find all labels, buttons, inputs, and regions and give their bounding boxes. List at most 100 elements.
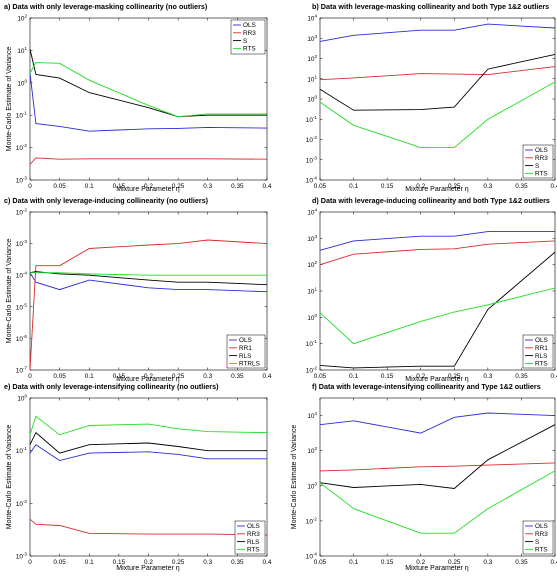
panel-c: c) Data with only leverage-inducing coll…: [4, 196, 272, 383]
chart-title: e) Data with only leverage-intensifying …: [4, 382, 219, 391]
x-tick-label: 0.4: [263, 559, 272, 566]
legend-box: [522, 144, 554, 179]
y-tick-label: 102: [17, 14, 27, 23]
legend-label: OLS: [243, 22, 256, 29]
series-line-s: [319, 53, 556, 111]
y-tick-label: 102: [307, 446, 317, 455]
x-tick-label: 0.2: [416, 373, 425, 380]
y-tick-label: 103: [307, 234, 317, 243]
y-tick-label: 102: [307, 260, 317, 269]
y-tick-label: 10-3: [16, 176, 28, 185]
y-tick-label: 10-7: [16, 366, 28, 375]
y-axis-label: Monte-Carlo Estimate of Variance: [6, 239, 13, 344]
x-tick-label: 0.1: [85, 183, 94, 190]
x-tick-label: 0.35: [515, 183, 528, 190]
series-line-s: [319, 424, 556, 489]
y-axis-label: Monte-Carlo Estimate of Variance: [6, 425, 13, 530]
legend-box: [522, 334, 554, 369]
x-tick-label: 0.1: [349, 559, 358, 566]
y-tick-label: 10-3: [16, 239, 28, 248]
legend-label: RTS: [535, 171, 548, 178]
x-tick-label: 0.35: [231, 373, 244, 380]
legend-label: RTS: [535, 547, 548, 554]
chart-title: a) Data with only leverage-masking colli…: [4, 2, 208, 11]
x-tick-label: 0.1: [349, 183, 358, 190]
y-tick-label: 100: [17, 394, 27, 403]
series-line-rr1: [29, 239, 268, 371]
x-tick-label: 0.25: [448, 183, 461, 190]
x-tick-label: 0.3: [203, 373, 212, 380]
y-tick-label: 104: [307, 14, 317, 23]
x-tick-label: 0: [28, 559, 32, 566]
panel-d: d) Data with leverage-inducing collinear…: [306, 196, 557, 383]
x-tick-label: 0.2: [144, 559, 153, 566]
x-tick-label: 0.25: [172, 373, 185, 380]
x-tick-label: 0.05: [314, 559, 327, 566]
x-tick-label: 0.25: [172, 559, 185, 566]
series-line-rr3: [29, 157, 268, 165]
series-line-ols: [29, 272, 268, 293]
x-tick-label: 0.05: [53, 183, 66, 190]
y-tick-label: 10-5: [16, 302, 28, 311]
y-tick-label: 10-1: [16, 446, 28, 455]
series-line-rls: [29, 431, 267, 454]
x-tick-label: 0.15: [381, 373, 394, 380]
series-line-rls: [29, 271, 268, 286]
y-tick-label: 10-2: [16, 143, 28, 152]
legend-label: OLS: [535, 147, 548, 154]
chart-title: b) Data with leverage-masking collineari…: [312, 2, 549, 11]
series-line-ols: [29, 72, 268, 132]
y-tick-label: 102: [307, 54, 317, 63]
y-tick-label: 103: [307, 34, 317, 43]
y-tick-label: 10-2: [16, 499, 28, 508]
x-axis-label: Mixture Parameter η: [405, 565, 469, 572]
legend-label: RLS: [535, 353, 547, 360]
y-tick-label: 10-2: [306, 366, 318, 375]
legend-label: RR3: [243, 30, 256, 37]
x-tick-label: 0.25: [448, 559, 461, 566]
x-tick-label: 0.3: [483, 183, 492, 190]
plot-area: [319, 17, 556, 181]
x-tick-label: 0.05: [314, 373, 327, 380]
y-tick-label: 10-1: [306, 115, 318, 124]
legend-label: RTRLS: [239, 361, 260, 368]
x-tick-label: 0.15: [113, 183, 126, 190]
legend-label: OLS: [239, 337, 252, 344]
y-tick-label: 100: [17, 78, 27, 87]
legend-label: RTS: [535, 361, 548, 368]
x-tick-label: 0: [28, 183, 32, 190]
x-tick-label: 0.15: [113, 559, 126, 566]
x-tick-label: 0.1: [349, 373, 358, 380]
x-tick-label: 0.2: [144, 373, 153, 380]
legend-box: [522, 520, 554, 555]
x-axis-label: Mixture Parameter η: [116, 376, 180, 383]
series-line-rts: [319, 81, 556, 149]
y-tick-label: 10-4: [16, 271, 28, 280]
plot-area: [29, 17, 268, 181]
x-tick-label: 0.3: [483, 373, 492, 380]
x-axis-label: Mixture Parameter η: [405, 186, 469, 193]
legend-label: RR3: [535, 531, 548, 538]
series-line-rts: [29, 415, 268, 436]
series-line-rts: [319, 470, 556, 534]
chart-title: f) Data with leverage-intensifying colli…: [312, 382, 541, 391]
x-tick-label: 0.3: [483, 559, 492, 566]
chart-title: d) Data with leverage-inducing collinear…: [312, 196, 550, 205]
x-tick-label: 0.1: [85, 559, 94, 566]
x-tick-label: 0.4: [263, 373, 272, 380]
legend-label: RTS: [243, 46, 256, 53]
legend-label: RR3: [535, 155, 548, 162]
x-tick-label: 0: [28, 373, 32, 380]
x-tick-label: 0.4: [551, 183, 557, 190]
series-line-s: [29, 48, 267, 118]
legend-box: [234, 520, 266, 555]
x-tick-label: 0.4: [263, 183, 272, 190]
series-line-ols: [319, 23, 556, 42]
x-tick-label: 0.15: [381, 559, 394, 566]
y-axis-label: Monte-Carlo Estimate of Variance: [6, 47, 13, 152]
legend-label: S: [535, 163, 539, 170]
x-tick-label: 0.2: [416, 559, 425, 566]
series-line-ols: [319, 412, 556, 434]
panel-b: b) Data with leverage-masking collineari…: [306, 2, 557, 193]
